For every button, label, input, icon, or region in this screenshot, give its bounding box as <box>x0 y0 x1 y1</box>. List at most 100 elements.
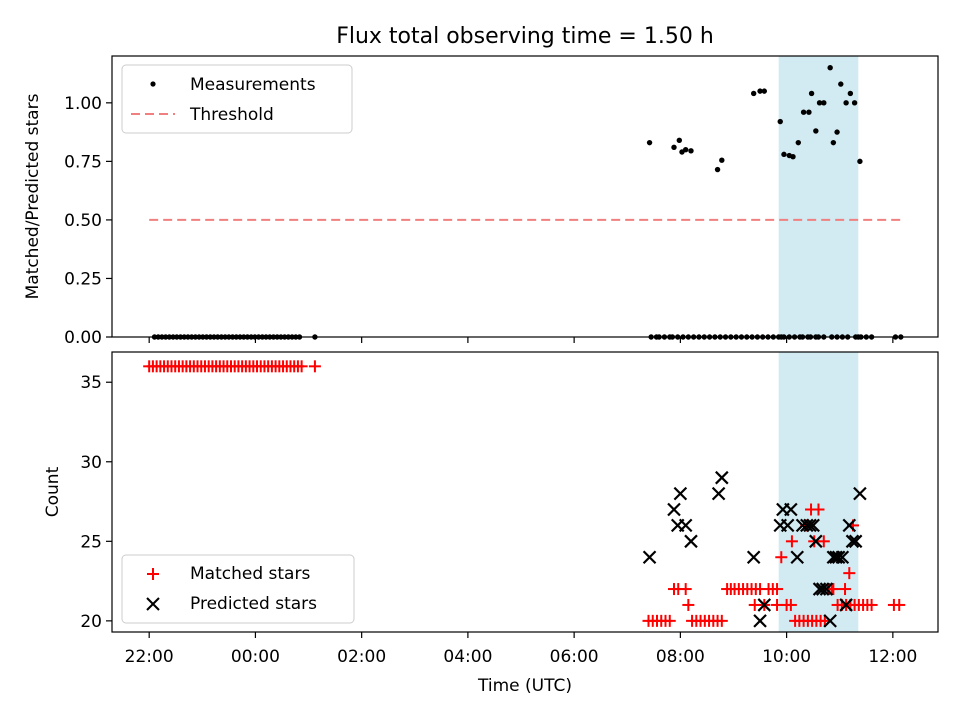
y-tick-label: 0.25 <box>64 269 102 289</box>
x-tick-label: 08:00 <box>656 647 705 667</box>
predicted-star-point <box>845 534 860 549</box>
x-tick-label: 22:00 <box>125 647 174 667</box>
measurement-point <box>843 100 849 106</box>
y-tick-label: 30 <box>80 453 102 473</box>
predicted-star-point <box>809 534 823 549</box>
matched-star-point <box>715 614 728 627</box>
x-tick-label: 06:00 <box>550 647 599 667</box>
chart-title: Flux total observing time = 1.50 h <box>336 24 714 49</box>
x-axis-label: Time (UTC) <box>477 676 572 696</box>
predicted-star-point <box>711 486 726 501</box>
y-tick-label: 35 <box>80 373 102 393</box>
matched-stars-legend-label: Matched stars <box>190 564 310 584</box>
matched-star-point <box>839 583 852 596</box>
predicted-star-point <box>673 486 688 501</box>
top-legend-box <box>121 64 353 134</box>
matched-star-point <box>865 598 878 611</box>
predicted-stars-points <box>642 470 867 628</box>
matched-star-point <box>308 360 321 373</box>
matched-stars-legend-marker <box>147 568 159 580</box>
measurement-point <box>761 88 768 94</box>
top-panel: 0.00 0.25 0.50 0.75 1.00 Matched/Predicted s… <box>23 55 939 348</box>
y-tick-label: 1.00 <box>64 94 102 114</box>
x-tick-label: 10:00 <box>762 647 811 667</box>
predicted-star-point <box>815 582 830 596</box>
matched-star-point <box>295 360 308 373</box>
predicted-star-point <box>819 582 834 596</box>
x-tick-label: 00:00 <box>231 647 280 667</box>
bottom-legend: Matched stars Predicted stars <box>121 554 355 624</box>
measurements-legend-label: Measurements <box>190 75 316 95</box>
y-tick-label: 0.00 <box>64 328 102 348</box>
matched-stars-points <box>143 360 906 627</box>
bottom-axes-frame <box>111 351 939 633</box>
x-tick-label: 12:00 <box>868 647 917 667</box>
bottom-panel: 20 25 30 35 22:00 00:00 02:00 04:00 06:00 08:00 1… <box>43 351 939 696</box>
y-tick-label: 25 <box>80 532 102 552</box>
predicted-stars-legend-label: Predicted stars <box>190 594 317 614</box>
bottom-x-ticks: 22:00 00:00 02:00 04:00 06:00 08:00 10:00 12:00 <box>125 632 917 667</box>
predicted-star-point <box>823 614 837 628</box>
matched-star-point <box>785 535 798 548</box>
matched-star-point <box>679 583 692 596</box>
y-tick-label: 0.75 <box>64 152 102 172</box>
predicted-star-point <box>678 518 693 533</box>
measurement-point <box>795 139 801 146</box>
matched-star-point <box>784 598 797 611</box>
predicted-star-point <box>715 470 729 485</box>
top-y-ticks: 0.00 0.25 0.50 0.75 1.00 <box>64 94 112 348</box>
measurement-point <box>847 90 854 97</box>
measurement-point <box>781 151 787 158</box>
matched-star-point <box>682 598 695 611</box>
measurement-point <box>838 81 844 87</box>
predicted-star-point <box>835 550 850 565</box>
matched-star-point <box>843 567 856 580</box>
predicted-star-point <box>642 550 657 565</box>
predicted-star-point <box>784 502 798 517</box>
y-tick-label: 20 <box>80 612 102 632</box>
matched-star-point <box>771 598 784 611</box>
measurement-point <box>857 158 863 165</box>
predicted-star-point <box>667 502 681 517</box>
measurement-point <box>719 157 725 163</box>
predicted-star-point <box>803 518 817 533</box>
predicted-star-point <box>753 614 767 628</box>
predicted-star-point <box>842 518 857 533</box>
predicted-star-point <box>790 550 805 565</box>
matched-star-point <box>775 551 788 564</box>
predicted-star-point <box>806 518 820 533</box>
predicted-star-point <box>746 550 761 565</box>
measurement-point <box>757 88 763 94</box>
measurement-point <box>813 128 819 134</box>
top-x-ticks <box>148 337 894 343</box>
matched-star-point <box>748 598 761 611</box>
matched-star-point <box>817 535 830 548</box>
predicted-star-point <box>853 486 867 501</box>
matched-star-point <box>663 614 676 627</box>
y-tick-label: 0.50 <box>64 211 102 231</box>
measurement-point <box>688 148 694 154</box>
predicted-star-point <box>800 518 814 533</box>
top-observing-span <box>778 56 859 337</box>
measurement-point <box>834 129 840 135</box>
measurement-point <box>800 109 807 115</box>
measurement-point <box>676 137 683 143</box>
matched-star-point <box>893 598 906 611</box>
matched-star-point <box>812 503 825 516</box>
bottom-y-axis-label: Count <box>43 466 63 517</box>
top-legend: Measurements Threshold <box>121 64 353 134</box>
measurement-point <box>816 100 823 106</box>
measurement-point <box>821 100 827 106</box>
predicted-star-point <box>831 550 846 565</box>
measurement-point <box>671 144 677 151</box>
predicted-star-point <box>780 518 795 533</box>
measurement-point <box>806 109 812 115</box>
measurement-point <box>714 166 721 173</box>
measurement-point <box>790 153 796 160</box>
matched-star-point <box>771 583 784 596</box>
bottom-y-ticks: 20 25 30 35 <box>80 373 112 632</box>
x-tick-label: 02:00 <box>337 647 386 667</box>
predicted-star-point <box>839 598 853 612</box>
top-y-axis-label: Matched/Predicted stars <box>23 93 43 299</box>
